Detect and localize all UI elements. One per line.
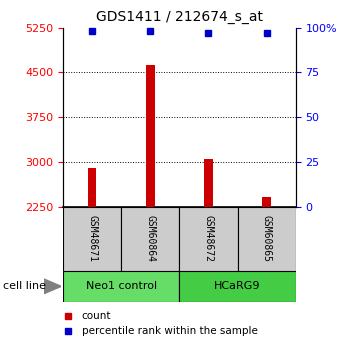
Text: GSM60864: GSM60864 — [145, 215, 155, 263]
Bar — [180, 207, 238, 271]
Bar — [180, 271, 296, 302]
Bar — [88, 168, 96, 207]
Polygon shape — [44, 279, 61, 294]
Text: GSM48672: GSM48672 — [203, 215, 214, 263]
Text: GSM48671: GSM48671 — [87, 215, 97, 263]
Text: percentile rank within the sample: percentile rank within the sample — [82, 326, 257, 336]
Text: cell line: cell line — [3, 282, 46, 291]
Bar — [146, 65, 155, 207]
Bar — [238, 207, 296, 271]
Bar — [63, 271, 180, 302]
Text: GSM60865: GSM60865 — [262, 215, 272, 263]
Text: count: count — [82, 311, 111, 321]
Text: HCaRG9: HCaRG9 — [214, 282, 261, 291]
Bar — [204, 159, 213, 207]
Title: GDS1411 / 212674_s_at: GDS1411 / 212674_s_at — [96, 10, 263, 24]
Bar — [262, 197, 271, 207]
Bar — [63, 207, 121, 271]
Text: Neo1 control: Neo1 control — [86, 282, 157, 291]
Bar — [121, 207, 180, 271]
